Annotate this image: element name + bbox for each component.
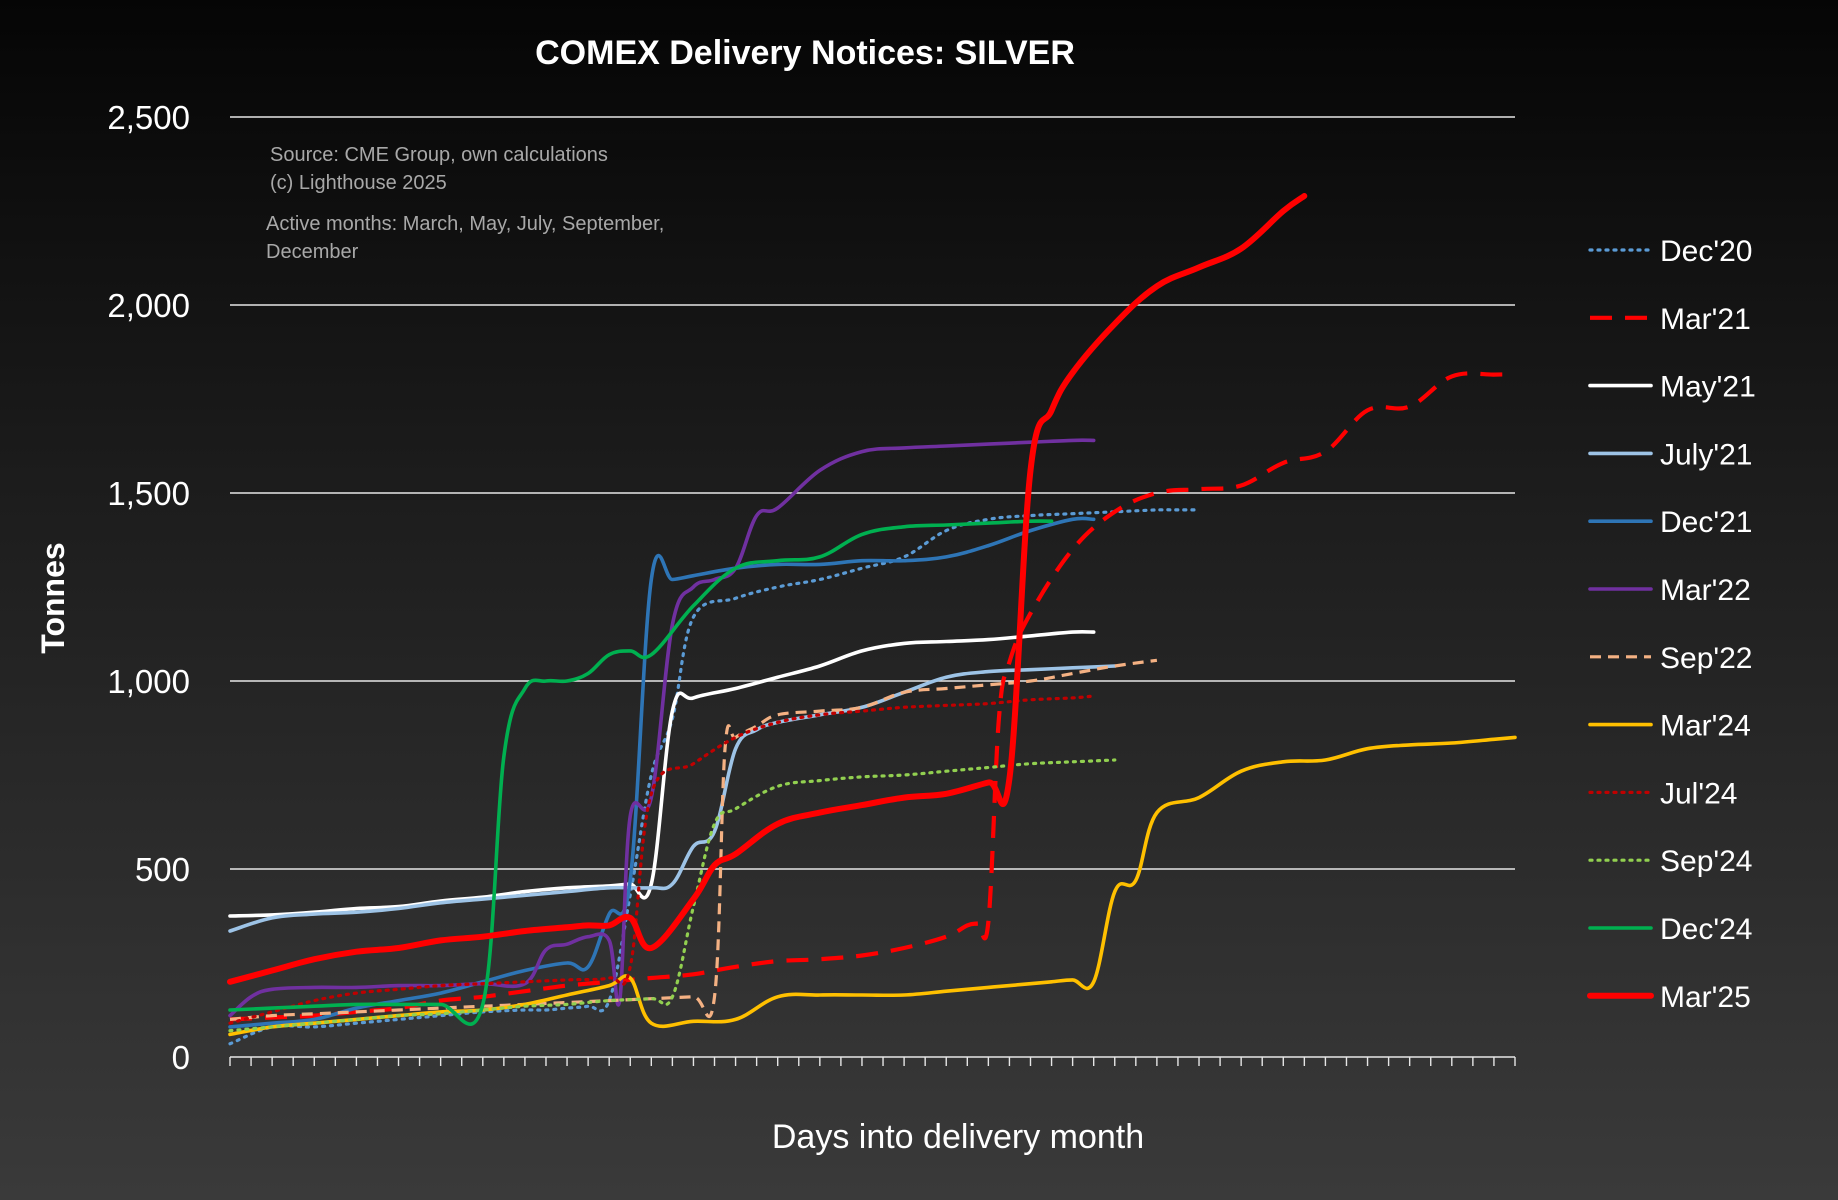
legend-label-dec-21: Dec'21 <box>1660 506 1752 539</box>
y-tick-label: 500 <box>135 851 190 888</box>
y-tick-label: 2,000 <box>107 287 190 324</box>
legend-label-sep-24: Sep'24 <box>1660 845 1752 878</box>
y-tick-label: 1,500 <box>107 475 190 512</box>
legend-label-dec-20: Dec'20 <box>1660 235 1752 268</box>
y-tick-label: 0 <box>172 1039 190 1076</box>
annotation-copyright: (c) Lighthouse 2025 <box>270 172 447 194</box>
legend-label-sep-22: Sep'22 <box>1660 642 1752 675</box>
legend-label-may-21: May'21 <box>1660 371 1756 404</box>
series-line-dec-20 <box>228 508 1201 1046</box>
y-tick-label: 1,000 <box>107 663 190 700</box>
legend-label-mar-25: Mar'25 <box>1660 981 1751 1014</box>
series-line-dec-24 <box>228 519 1054 1026</box>
y-tick-labels: 0 500 1,000 1,500 2,000 2,500 <box>107 99 190 1076</box>
series-line-mar-25 <box>227 193 1308 985</box>
y-tick-label: 2,500 <box>107 99 190 136</box>
x-axis-label: Days into delivery month <box>772 1118 1144 1156</box>
legend-label-mar-22: Mar'22 <box>1660 574 1751 607</box>
legend-label-dec-24: Dec'24 <box>1660 913 1752 946</box>
legend-label-jul-24: Jul'24 <box>1660 777 1737 810</box>
legend-label-mar-21: Mar'21 <box>1660 303 1751 336</box>
annotation-active-months-cont: December <box>266 241 359 263</box>
series-lines <box>227 193 1517 1046</box>
series-line-may-21 <box>228 629 1096 918</box>
legend-label-july-21: July'21 <box>1660 438 1752 471</box>
series-line-mar-22 <box>228 438 1096 1018</box>
legend-label-mar-24: Mar'24 <box>1660 710 1751 743</box>
legend: Dec'20 Mar'21 May'21 July'21 Dec'21 Mar'22 Sep… <box>1587 235 1756 1014</box>
annotation-source: Source: CME Group, own calculations <box>270 144 608 166</box>
series-line-mar-21 <box>229 371 1516 1022</box>
series-line-july-21 <box>228 664 1117 933</box>
annotations: Source: CME Group, own calculations (c) … <box>266 144 664 263</box>
annotation-active-months: Active months: March, May, July, Septemb… <box>266 213 664 235</box>
series-line-sep-24 <box>228 758 1117 1033</box>
series-line-sep-22 <box>229 658 1158 1021</box>
gridlines <box>230 116 1515 870</box>
series-line-jul-24 <box>228 694 1096 1025</box>
series-line-mar-24 <box>228 735 1517 1037</box>
chart-title: COMEX Delivery Notices: SILVER <box>535 34 1075 72</box>
x-axis-ticks <box>229 1056 1516 1066</box>
y-axis-label: Tonnes <box>35 542 71 653</box>
series-line-dec-21 <box>228 516 1096 1029</box>
